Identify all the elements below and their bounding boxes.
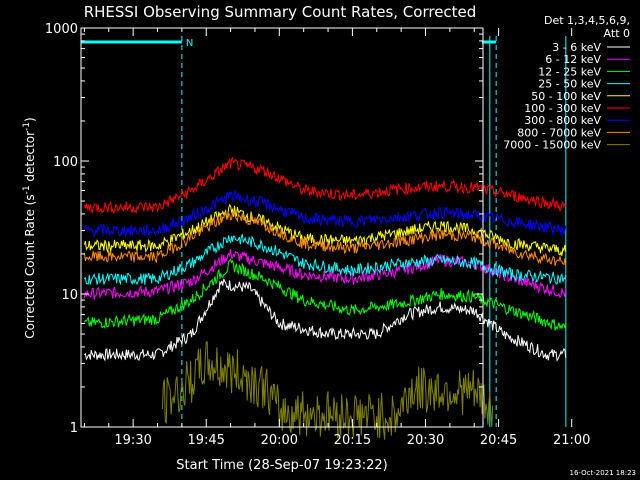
x-axis-label: Start Time (28-Sep-07 19:23:22) xyxy=(176,458,387,473)
legend-label-6: 300 - 800 keV xyxy=(524,114,601,127)
series-line-7 xyxy=(83,210,567,267)
legend-label-2: 12 - 25 keV xyxy=(538,65,601,78)
series-line-3 xyxy=(84,233,567,286)
y-tick-label-3: 1000 xyxy=(45,22,78,37)
x-axis-ticks: 19:30 19:45 20:00 20:15 20:30 20:45 21:00 xyxy=(83,28,590,448)
x-tick-label-6: 21:00 xyxy=(553,433,590,448)
y-tick-label-2: 100 xyxy=(53,155,78,170)
night-marker-label: N xyxy=(186,38,193,49)
y-axis-label-sup2: -1 xyxy=(22,122,32,131)
legend-header-line1: Det 1,3,4,5,6,9, xyxy=(544,14,630,27)
y-axis-label-sup1: -1 xyxy=(22,185,32,194)
legend-label-0: 3 - 6 keV xyxy=(552,41,601,54)
x-tick-label-2: 20:00 xyxy=(261,433,298,448)
x-tick-label-0: 19:30 xyxy=(114,433,151,448)
chart-title: RHESSI Observing Summary Count Rates, Co… xyxy=(84,3,477,21)
y-axis-label: Corrected Count Rate (s-1 detector-1) xyxy=(22,117,37,338)
y-axis-label-main: Corrected Count Rate (s xyxy=(23,194,37,338)
x-tick-label-4: 20:30 xyxy=(407,433,444,448)
legend-header-line2: Att 0 xyxy=(604,27,630,40)
y-tick-label-1: 10 xyxy=(61,288,78,303)
plot-frame xyxy=(80,27,484,428)
x-tick-label-1: 19:45 xyxy=(187,433,224,448)
series-line-5 xyxy=(83,156,567,215)
legend-label-4: 50 - 100 keV xyxy=(531,90,601,103)
y-axis-label-end: ) xyxy=(23,117,37,122)
series-line-8 xyxy=(161,341,494,440)
y-tick-label-0: 1 xyxy=(70,421,78,436)
series-line-1 xyxy=(83,248,567,300)
series-line-4 xyxy=(83,203,567,256)
series-line-6 xyxy=(83,190,567,238)
series-line-0 xyxy=(84,278,567,362)
legend-label-7: 800 - 7000 keV xyxy=(517,126,601,139)
legend-label-1: 6 - 12 keV xyxy=(545,53,601,66)
timestamp: 16-Oct-2021 18:23 xyxy=(570,469,636,477)
x-tick-label-5: 20:45 xyxy=(480,433,517,448)
y-axis-ticks: 1 10 100 1000 xyxy=(45,22,483,436)
x-tick-label-3: 20:15 xyxy=(334,433,371,448)
legend-label-3: 25 - 50 keV xyxy=(538,78,601,91)
legend-label-5: 100 - 300 keV xyxy=(524,102,601,115)
series-line-2 xyxy=(83,258,567,331)
legend-label-8: 7000 - 15000 keV xyxy=(503,139,601,152)
y-axis-label-mid: detector xyxy=(23,131,37,186)
plot-area: N xyxy=(81,36,567,440)
